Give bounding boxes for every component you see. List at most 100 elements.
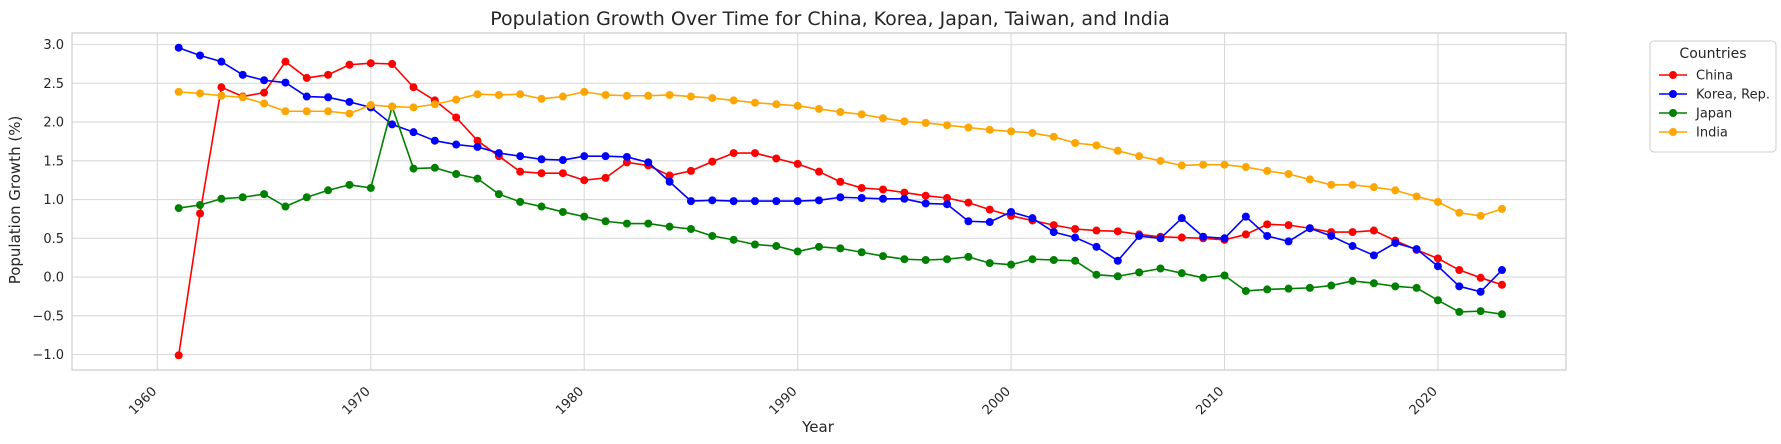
y-tick-label: 3.0 <box>43 38 64 53</box>
legend-item: Japan <box>1659 107 1732 122</box>
data-point <box>537 94 546 103</box>
data-point <box>1071 233 1080 242</box>
data-point <box>857 194 866 203</box>
data-point <box>302 193 311 202</box>
data-point <box>1007 207 1016 216</box>
data-point <box>1071 256 1080 265</box>
series-japan <box>174 102 1506 319</box>
data-point <box>985 125 994 134</box>
legend-label: Korea, Rep. <box>1696 88 1770 103</box>
data-point <box>836 193 845 202</box>
data-point <box>1455 282 1464 291</box>
data-point <box>857 183 866 192</box>
data-point <box>1220 160 1229 169</box>
data-point <box>558 92 567 101</box>
legend-item: China <box>1659 69 1733 84</box>
data-point <box>879 252 888 261</box>
data-point <box>1049 221 1058 230</box>
data-point <box>1369 183 1378 192</box>
data-point <box>1369 226 1378 235</box>
y-tick-label: 1.0 <box>43 193 64 208</box>
data-point <box>921 199 930 208</box>
data-point <box>772 197 781 206</box>
data-point <box>601 90 610 99</box>
data-point <box>729 235 738 244</box>
data-point <box>772 242 781 251</box>
data-point <box>943 200 952 209</box>
data-point <box>686 197 695 206</box>
data-point <box>473 174 482 183</box>
data-point <box>1199 160 1208 169</box>
data-point <box>1348 242 1357 251</box>
legend-items: China Korea, Rep. Japan India <box>1659 69 1770 141</box>
data-point <box>430 163 439 172</box>
data-point <box>345 109 354 118</box>
data-point <box>793 247 802 256</box>
data-point <box>516 197 525 206</box>
data-point <box>1071 225 1080 233</box>
data-point <box>1305 175 1314 184</box>
data-point <box>1135 268 1144 277</box>
legend-label: China <box>1696 69 1733 84</box>
data-point <box>1412 192 1421 201</box>
data-point <box>217 57 226 66</box>
data-point <box>943 121 952 130</box>
data-point <box>174 43 183 52</box>
data-point <box>1092 242 1101 251</box>
data-point <box>1028 255 1037 264</box>
data-point <box>1049 132 1058 141</box>
data-point <box>558 207 567 216</box>
data-point <box>921 118 930 127</box>
data-point <box>494 90 503 99</box>
data-point <box>174 351 183 360</box>
data-point <box>1284 284 1293 293</box>
data-point <box>1476 287 1485 296</box>
data-point <box>1412 283 1421 292</box>
data-point <box>1476 273 1485 282</box>
data-point <box>644 158 653 167</box>
data-point <box>665 222 674 231</box>
data-point <box>1199 232 1208 241</box>
data-point <box>750 149 759 158</box>
data-point <box>281 57 290 66</box>
data-point <box>601 152 610 161</box>
data-point <box>1049 255 1058 264</box>
data-point <box>686 166 695 175</box>
data-point <box>750 98 759 107</box>
data-point <box>879 114 888 123</box>
data-point <box>943 255 952 264</box>
data-point <box>302 92 311 101</box>
y-axis-title: Population Growth (%) <box>6 116 24 285</box>
data-point <box>750 197 759 206</box>
data-point <box>964 217 973 226</box>
data-point <box>388 120 397 129</box>
data-point <box>1263 220 1272 229</box>
legend-marker-swatch <box>1669 90 1677 98</box>
data-point <box>516 152 525 161</box>
data-point <box>857 248 866 257</box>
data-point <box>708 157 717 166</box>
data-point <box>366 59 375 68</box>
data-point <box>1241 230 1250 239</box>
data-point <box>324 186 333 195</box>
data-point <box>644 91 653 100</box>
data-point <box>729 197 738 206</box>
data-point <box>1391 238 1400 247</box>
data-point <box>1263 285 1272 294</box>
chart-title: Population Growth Over Time for China, K… <box>490 8 1170 30</box>
data-point <box>388 102 397 111</box>
data-point <box>1455 208 1464 217</box>
data-point <box>302 73 311 82</box>
data-point <box>1497 280 1506 289</box>
data-point <box>601 217 610 226</box>
series-layer <box>174 43 1506 360</box>
data-point <box>196 51 205 60</box>
data-point <box>686 92 695 101</box>
y-tick-label: 0.5 <box>43 232 64 247</box>
data-point <box>217 91 226 100</box>
data-point <box>1092 226 1101 235</box>
data-point <box>1135 152 1144 161</box>
data-point <box>580 176 589 185</box>
data-point <box>409 128 418 137</box>
